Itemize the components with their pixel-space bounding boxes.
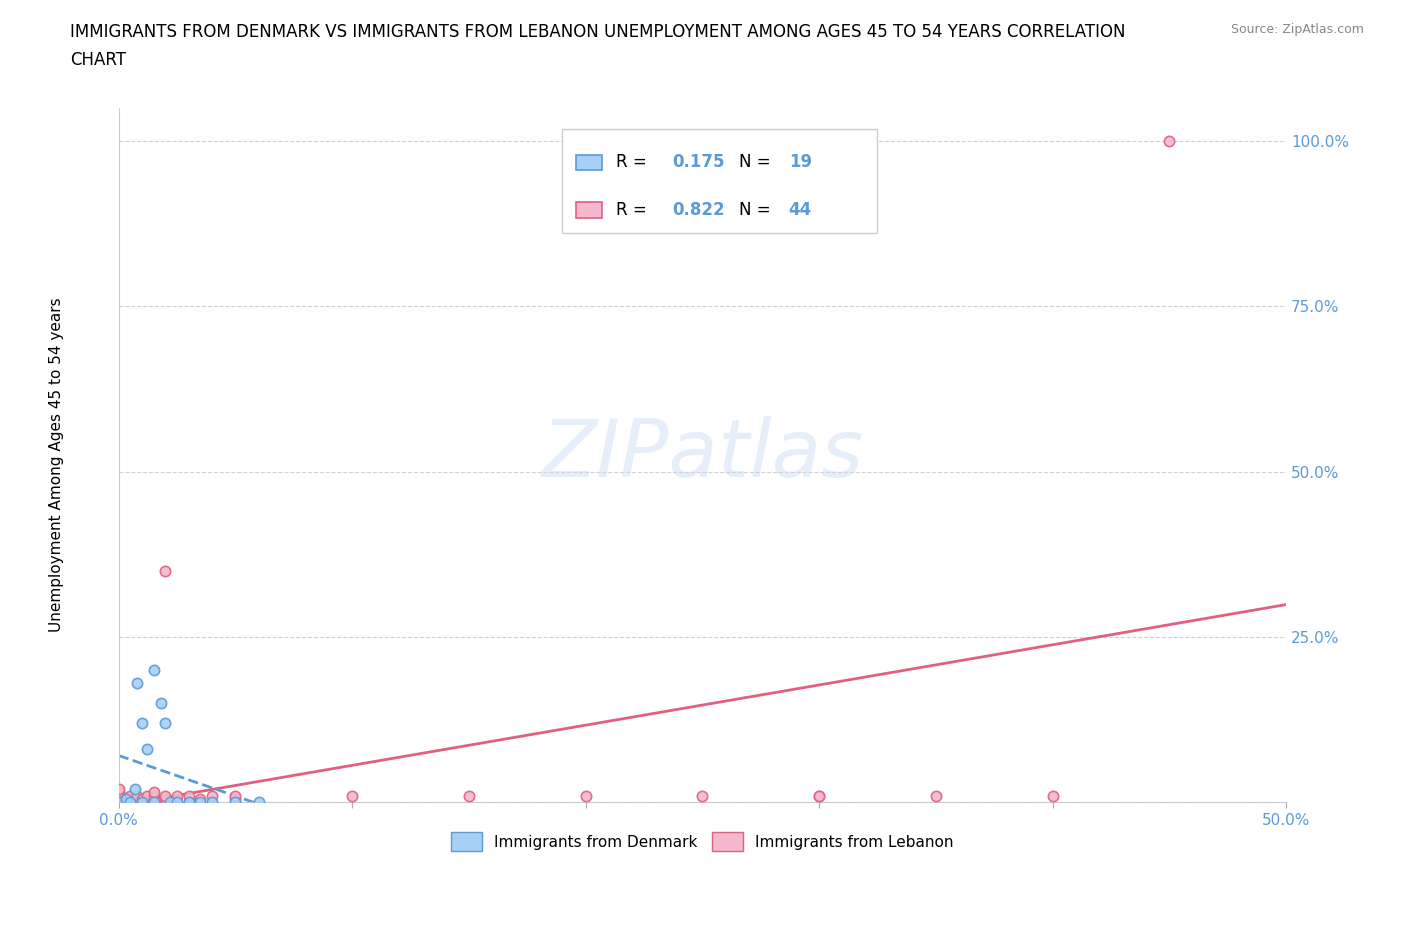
Point	[155, 795, 177, 810]
Text: N =: N =	[738, 153, 775, 171]
Point	[107, 795, 129, 810]
Point	[131, 715, 153, 730]
Point	[107, 795, 129, 810]
Point	[142, 791, 165, 806]
Point	[107, 789, 129, 804]
Point	[155, 715, 177, 730]
Point	[201, 795, 224, 810]
Point	[112, 795, 135, 810]
Point	[808, 789, 831, 804]
Point	[177, 795, 200, 810]
Text: CHART: CHART	[70, 51, 127, 69]
Point	[135, 789, 157, 804]
Point	[107, 795, 129, 810]
Point	[692, 789, 714, 804]
FancyBboxPatch shape	[562, 129, 877, 233]
Point	[142, 795, 165, 810]
Point	[155, 791, 177, 806]
Point	[155, 789, 177, 804]
Point	[127, 789, 149, 804]
FancyBboxPatch shape	[576, 154, 602, 170]
Point	[142, 789, 165, 804]
Point	[166, 795, 188, 810]
Point	[131, 795, 153, 810]
Text: 19: 19	[789, 153, 811, 171]
Point	[247, 795, 270, 810]
Point	[120, 795, 142, 810]
Point	[120, 789, 142, 804]
Text: N =: N =	[738, 201, 775, 219]
Point	[114, 791, 136, 806]
Point	[114, 791, 136, 806]
Text: Source: ZipAtlas.com: Source: ZipAtlas.com	[1230, 23, 1364, 36]
Point	[224, 789, 246, 804]
Point	[166, 789, 188, 804]
Point	[142, 795, 165, 810]
Point	[107, 795, 129, 810]
Point	[201, 789, 224, 804]
Legend: Immigrants from Denmark, Immigrants from Lebanon: Immigrants from Denmark, Immigrants from…	[444, 827, 960, 857]
Point	[458, 789, 481, 804]
Point	[224, 795, 246, 810]
Text: 0.175: 0.175	[672, 153, 724, 171]
Point	[149, 696, 172, 711]
Text: ZIPatlas: ZIPatlas	[541, 417, 863, 494]
Text: 0.822: 0.822	[672, 201, 724, 219]
Point	[224, 791, 246, 806]
Point	[1159, 134, 1181, 149]
Point	[120, 791, 142, 806]
Point	[131, 791, 153, 806]
Point	[1042, 789, 1064, 804]
Point	[107, 785, 129, 800]
Point	[340, 789, 363, 804]
Point	[177, 789, 200, 804]
Text: Unemployment Among Ages 45 to 54 years: Unemployment Among Ages 45 to 54 years	[49, 298, 63, 632]
Point	[190, 791, 212, 806]
Point	[159, 795, 181, 810]
Point	[120, 795, 142, 810]
Point	[149, 795, 172, 810]
Point	[155, 564, 177, 578]
Point	[107, 791, 129, 806]
Text: R =: R =	[616, 201, 652, 219]
FancyBboxPatch shape	[576, 203, 602, 218]
Point	[575, 789, 598, 804]
Point	[124, 795, 146, 810]
Point	[925, 789, 948, 804]
Point	[190, 795, 212, 810]
Point	[107, 795, 129, 810]
Point	[124, 782, 146, 797]
Point	[131, 795, 153, 810]
Text: 44: 44	[789, 201, 813, 219]
Point	[107, 782, 129, 797]
Point	[135, 742, 157, 757]
Point	[177, 795, 200, 810]
Text: IMMIGRANTS FROM DENMARK VS IMMIGRANTS FROM LEBANON UNEMPLOYMENT AMONG AGES 45 TO: IMMIGRANTS FROM DENMARK VS IMMIGRANTS FR…	[70, 23, 1126, 41]
Point	[166, 795, 188, 810]
Point	[808, 789, 831, 804]
Text: R =: R =	[616, 153, 652, 171]
Point	[142, 663, 165, 678]
Point	[142, 785, 165, 800]
Point	[127, 676, 149, 691]
